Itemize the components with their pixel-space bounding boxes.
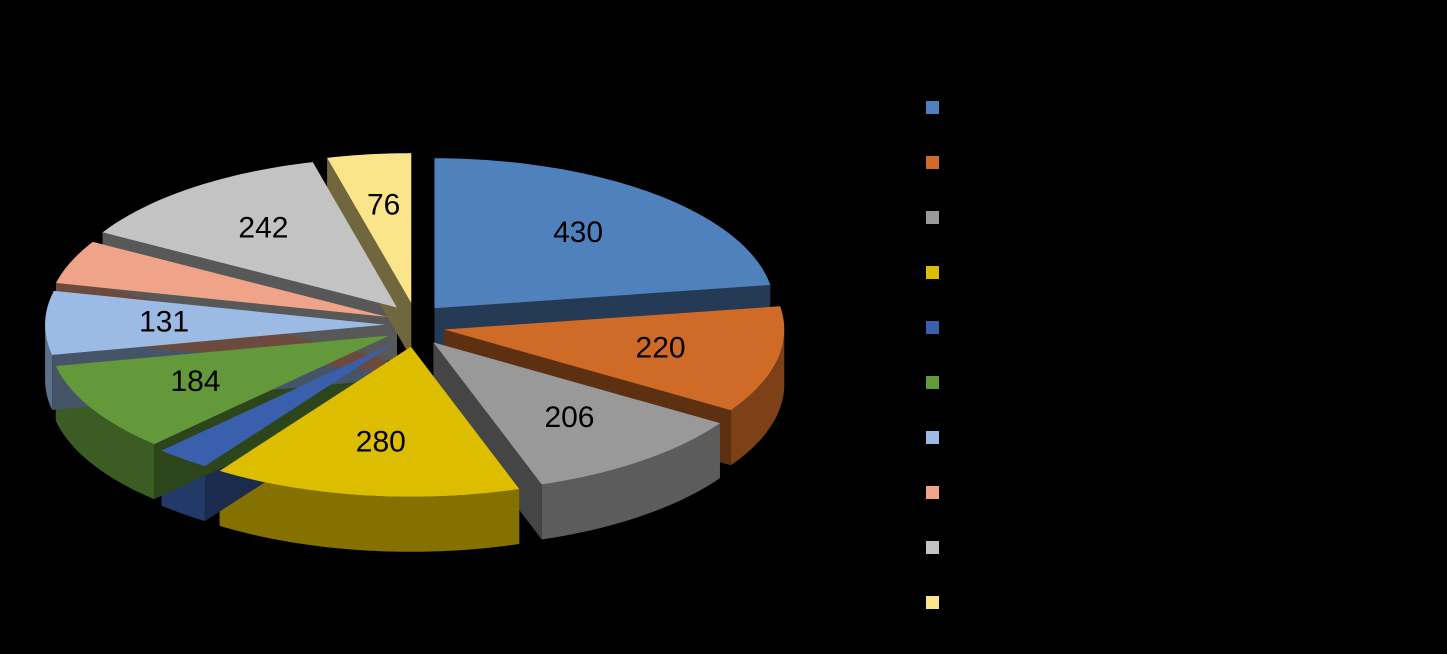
slice: [102, 162, 397, 308]
slice-side: [45, 324, 53, 411]
slice: [444, 306, 785, 411]
legend-marker: [926, 376, 939, 389]
slice-side: [541, 423, 720, 540]
data-label: 76: [367, 188, 400, 221]
data-label: 131: [139, 305, 189, 338]
legend-marker: [926, 101, 939, 114]
data-label: 280: [356, 425, 406, 458]
data-label: 430: [553, 216, 603, 249]
data-label: 206: [544, 401, 594, 434]
data-label: 184: [170, 365, 220, 398]
slice-wall: [327, 157, 412, 359]
slice: [55, 335, 389, 445]
legend-marker: [926, 211, 939, 224]
legend-marker: [926, 321, 939, 334]
slice: [219, 346, 520, 497]
data-label: 242: [238, 212, 288, 245]
slice: [327, 153, 412, 304]
slice-side: [219, 470, 520, 552]
slice: [433, 342, 720, 485]
slice: [45, 290, 386, 356]
slice: [55, 241, 388, 317]
data-label: 220: [636, 331, 686, 364]
legend-marker: [926, 431, 939, 444]
slice-side: [730, 329, 785, 466]
legend-marker: [926, 541, 939, 554]
legend-marker: [926, 486, 939, 499]
slice: [434, 158, 771, 309]
legend-marker: [926, 266, 939, 279]
slice: [161, 342, 397, 467]
legend-marker: [926, 156, 939, 169]
legend-marker: [926, 596, 939, 609]
